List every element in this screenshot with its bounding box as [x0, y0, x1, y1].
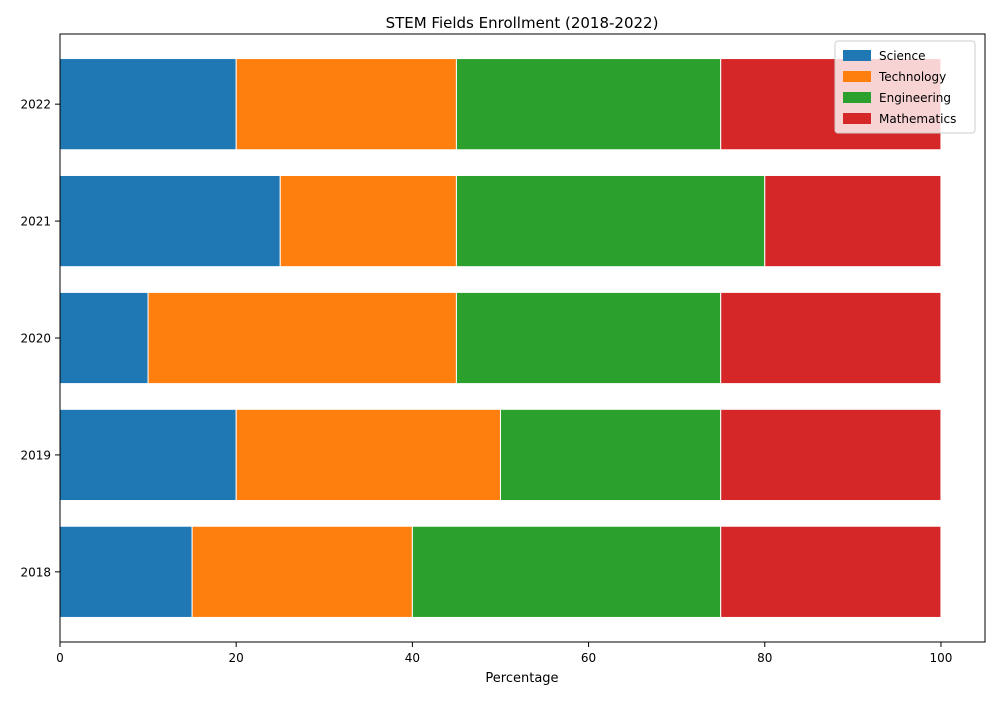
legend-swatch-engineering: [843, 92, 871, 103]
bar-technology-2018: [191, 525, 413, 618]
y-tick-label: 2022: [20, 98, 51, 112]
bar-engineering-2019: [499, 408, 722, 502]
bar-mathematics-2019: [720, 408, 942, 502]
bar-engineering-2018: [411, 525, 722, 618]
x-tick-label: 100: [929, 651, 952, 665]
y-tick-label: 2021: [20, 215, 51, 229]
bar-mathematics-2021: [764, 174, 942, 268]
y-tick-label: 2019: [20, 448, 51, 462]
bar-mathematics-2018: [720, 525, 942, 618]
x-tick-label: 20: [229, 651, 244, 665]
bar-technology-2021: [279, 174, 457, 268]
legend-label-science: Science: [879, 49, 926, 63]
bar-engineering-2020: [455, 291, 722, 385]
legend-swatch-technology: [843, 71, 871, 82]
bar-science-2020: [59, 291, 149, 385]
legend-label-technology: Technology: [878, 70, 946, 84]
bar-science-2021: [59, 174, 281, 268]
x-axis: 0 20 40 60 80 100: [56, 642, 952, 665]
y-tick-label: 2018: [20, 565, 51, 579]
x-tick-label: 40: [405, 651, 420, 665]
bar-technology-2019: [235, 408, 501, 502]
legend: Science Technology Engineering Mathematics: [834, 40, 976, 134]
legend-label-mathematics: Mathematics: [879, 112, 956, 126]
bar-science-2018: [59, 525, 193, 618]
bar-science-2019: [59, 408, 237, 502]
legend-box: [834, 40, 976, 134]
x-tick-label: 60: [581, 651, 596, 665]
bar-technology-2020: [147, 291, 457, 385]
bar-mathematics-2020: [720, 291, 942, 385]
bars-layer: [59, 58, 942, 618]
bar-engineering-2022: [455, 58, 722, 151]
chart-title: STEM Fields Enrollment (2018-2022): [386, 14, 659, 32]
y-axis: 2018 2019 2020 2021 2022: [20, 98, 60, 579]
x-tick-label: 80: [757, 651, 772, 665]
legend-swatch-science: [843, 50, 871, 61]
x-axis-label: Percentage: [485, 671, 558, 686]
legend-label-engineering: Engineering: [879, 91, 951, 105]
bar-science-2022: [59, 58, 237, 151]
bar-engineering-2021: [455, 174, 766, 268]
bar-technology-2022: [235, 58, 457, 151]
legend-swatch-mathematics: [843, 113, 871, 124]
y-tick-label: 2020: [20, 332, 51, 346]
x-tick-label: 0: [56, 651, 64, 665]
